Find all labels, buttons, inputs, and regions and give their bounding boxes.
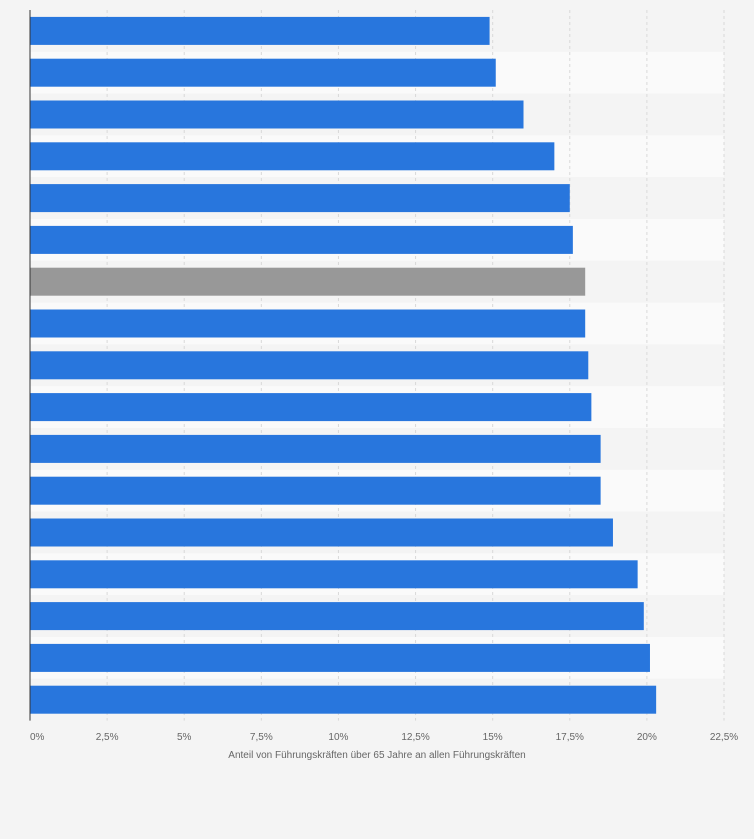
bar	[30, 560, 638, 589]
bar	[30, 309, 586, 338]
bar	[30, 434, 601, 463]
x-tick-label: 17,5%	[556, 732, 584, 743]
bar	[30, 393, 592, 422]
x-tick-labels: 0% 2,5% 5% 7,5% 10% 12,5% 15% 17,5% 20% 22,5%	[30, 732, 738, 743]
bar	[30, 685, 657, 714]
bar	[30, 602, 644, 631]
bar	[30, 100, 524, 129]
x-tick-label: 5%	[177, 732, 192, 743]
x-tick-label: 0%	[30, 732, 45, 743]
bar	[30, 16, 490, 45]
x-tick-label: 2,5%	[96, 732, 119, 743]
bar	[30, 142, 555, 171]
bar	[30, 184, 570, 213]
bar	[30, 225, 573, 254]
x-axis-label: Anteil von Führungskräften über 65 Jahre…	[228, 750, 525, 761]
bar	[30, 351, 589, 380]
bar	[30, 643, 650, 672]
bars	[30, 16, 657, 714]
x-tick-label: 20%	[637, 732, 657, 743]
bar	[30, 58, 496, 87]
x-tick-label: 15%	[483, 732, 503, 743]
x-tick-label: 22,5%	[710, 732, 738, 743]
x-tick-label: 10%	[328, 732, 348, 743]
x-tick-label: 12,5%	[401, 732, 429, 743]
bar	[30, 267, 586, 296]
x-tick-label: 7,5%	[250, 732, 273, 743]
bar	[30, 518, 613, 547]
bar	[30, 476, 601, 505]
